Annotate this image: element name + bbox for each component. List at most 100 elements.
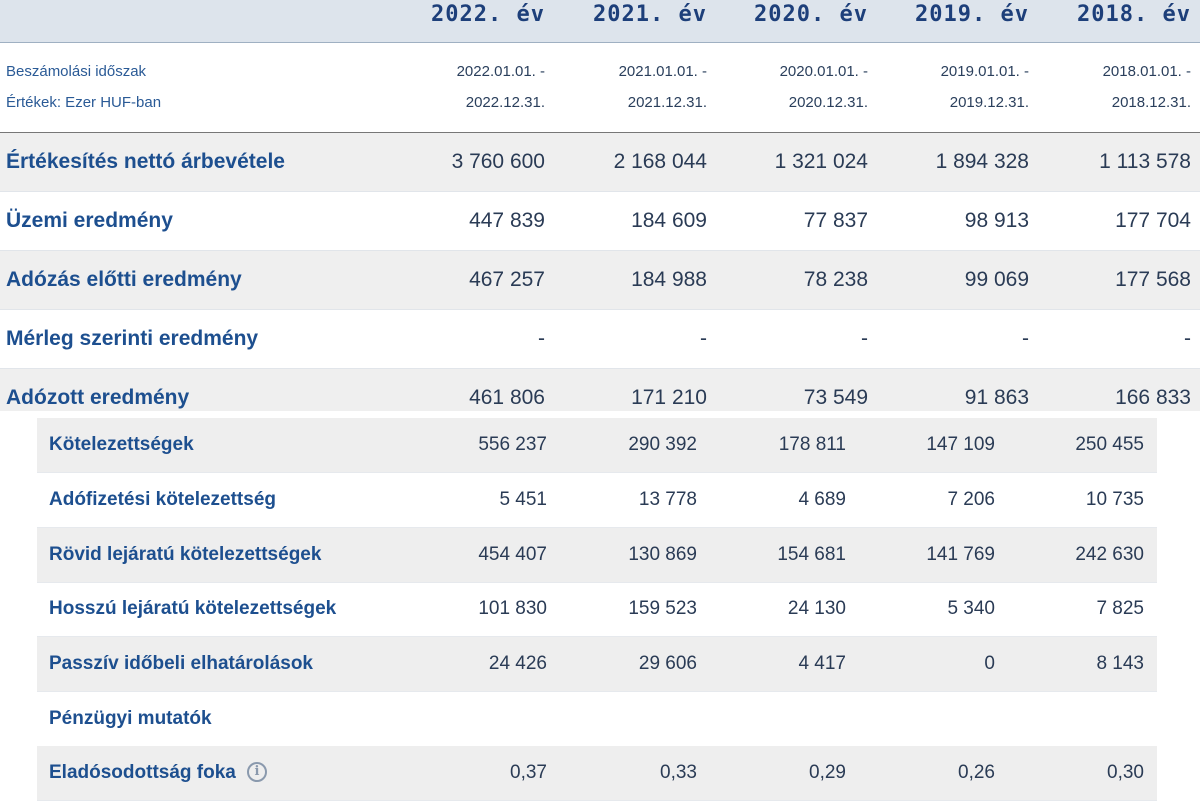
period-start-2020: 2020.01.01. - <box>779 63 868 80</box>
cell-2018: 242 630 <box>1075 544 1144 565</box>
cell-2019: - <box>1022 327 1029 350</box>
table-row: Eladósodottság foka i 0,37 0,33 0,29 0,2… <box>37 746 1157 801</box>
cell-2022: 24 426 <box>488 653 547 674</box>
row-label: Rövid lejáratú kötelezettségek <box>49 544 322 565</box>
table-row: Üzemi eredmény 447 839 184 609 77 837 98… <box>0 192 1200 251</box>
cell-2022: 5 451 <box>499 489 547 510</box>
cell-2020: 1 321 024 <box>774 150 868 173</box>
period-start-2018: 2018.01.01. - <box>1102 63 1191 80</box>
cell-2022: 467 257 <box>469 268 545 291</box>
cell-2021: 130 869 <box>628 544 697 565</box>
cell-2019: 91 863 <box>964 386 1029 409</box>
cell-2018: 0,30 <box>1107 762 1144 783</box>
table-row: Értékesítés nettó árbevétele 3 760 600 2… <box>0 133 1200 192</box>
cell-2021: - <box>700 327 707 350</box>
cell-2020: 0,29 <box>809 762 846 783</box>
period-end-2022: 2022.12.31. <box>465 94 545 111</box>
cell-2021: 0,33 <box>660 762 697 783</box>
year-2018: 2018. év <box>1077 2 1191 27</box>
cell-2022: - <box>538 327 545 350</box>
row-label: Adófizetési kötelezettség <box>49 489 276 510</box>
cell-2018: 1 113 578 <box>1099 150 1191 173</box>
table-row: Rövid lejáratú kötelezettségek 454 407 1… <box>37 528 1157 583</box>
units-label: Értékek: Ezer HUF-ban <box>6 94 162 111</box>
liabilities-card: Kötelezettségek 556 237 290 392 178 811 … <box>0 411 1200 801</box>
cell-2018: 250 455 <box>1075 434 1144 455</box>
period-start-2022: 2022.01.01. - <box>456 63 545 80</box>
table-row: Adózás előtti eredmény 467 257 184 988 7… <box>0 251 1200 310</box>
section-heading-row: Pénzügyi mutatók <box>37 692 1157 747</box>
period-end-2020: 2020.12.31. <box>788 94 868 111</box>
cell-2021: 29 606 <box>638 653 697 674</box>
cell-2020: 4 417 <box>798 653 846 674</box>
table-row: Hosszú lejáratú kötelezettségek 101 830 … <box>37 582 1157 637</box>
cell-2020: 4 689 <box>798 489 846 510</box>
cell-2022: 447 839 <box>469 209 545 232</box>
row-label: Kötelezettségek <box>49 434 194 455</box>
cell-2020: 73 549 <box>803 386 868 409</box>
row-label: Adózott eredmény <box>6 386 190 409</box>
row-label: Eladósodottság foka <box>49 762 236 783</box>
cell-2022: 0,37 <box>510 762 547 783</box>
cell-2019: 0,26 <box>958 762 995 783</box>
cell-2021: 184 988 <box>631 268 707 291</box>
cell-2019: 7 206 <box>947 489 995 510</box>
cell-2021: 184 609 <box>631 209 707 232</box>
cell-2018: 177 568 <box>1115 268 1191 291</box>
row-label: Üzemi eredmény <box>6 209 173 232</box>
cell-2020: 78 238 <box>803 268 868 291</box>
year-2020: 2020. év <box>754 2 868 27</box>
year-2022: 2022. év <box>431 2 545 27</box>
period-end-2021: 2021.12.31. <box>627 94 707 111</box>
table-row: Adófizetési kötelezettség 5 451 13 778 4… <box>37 473 1157 528</box>
cell-2018: 7 825 <box>1096 598 1144 619</box>
cell-2020: 178 811 <box>778 434 846 455</box>
table-row: Mérleg szerinti eredmény - - - - - <box>0 310 1200 369</box>
row-label: Hosszú lejáratú kötelezettségek <box>49 598 337 619</box>
cell-2022: 3 760 600 <box>451 150 545 173</box>
cell-2018: - <box>1184 327 1191 350</box>
cell-2022: 454 407 <box>478 544 547 565</box>
cell-2018: 166 833 <box>1115 386 1191 409</box>
cell-2019: 147 109 <box>926 434 995 455</box>
cell-2020: 24 130 <box>787 598 846 619</box>
cell-2022: 101 830 <box>478 598 547 619</box>
year-2021: 2021. év <box>593 2 707 27</box>
cell-2022: 556 237 <box>478 434 547 455</box>
cell-2019: 0 <box>984 653 995 674</box>
period-start-2019: 2019.01.01. - <box>940 63 1029 80</box>
cell-2022: 461 806 <box>469 386 545 409</box>
period-end-2019: 2019.12.31. <box>949 94 1029 111</box>
row-label: Mérleg szerinti eredmény <box>6 327 259 350</box>
cell-2021: 171 210 <box>631 386 707 409</box>
period-label: Beszámolási időszak <box>6 63 147 80</box>
table-row: Kötelezettségek 556 237 290 392 178 811 … <box>37 418 1157 473</box>
cell-2020: 154 681 <box>777 544 846 565</box>
cell-2018: 10 735 <box>1085 489 1144 510</box>
cell-2021: 159 523 <box>628 598 697 619</box>
cell-2021: 290 392 <box>628 434 697 455</box>
period-start-2021: 2021.01.01. - <box>618 63 707 80</box>
cell-2019: 5 340 <box>947 598 995 619</box>
cell-2021: 13 778 <box>638 489 697 510</box>
cell-2019: 98 913 <box>964 209 1029 232</box>
cell-2018: 177 704 <box>1115 209 1191 232</box>
cell-2020: - <box>861 327 868 350</box>
row-label: Értékesítés nettó árbevétele <box>6 150 285 173</box>
reporting-period-row: Beszámolási időszak Értékek: Ezer HUF-ba… <box>0 43 1200 133</box>
cell-2019: 99 069 <box>964 268 1029 291</box>
table-row: Adózott eredmény 461 806 171 210 73 549 … <box>0 369 1200 413</box>
year-2019: 2019. év <box>915 2 1029 27</box>
cell-2018: 8 143 <box>1096 653 1144 674</box>
cell-2019: 1 894 328 <box>935 150 1029 173</box>
cell-2021: 2 168 044 <box>613 150 707 173</box>
cell-2020: 77 837 <box>803 209 868 232</box>
period-end-2018: 2018.12.31. <box>1111 94 1191 111</box>
section-heading: Pénzügyi mutatók <box>49 708 212 729</box>
info-icon[interactable]: i <box>247 762 267 782</box>
table-row: Passzív időbeli elhatárolások 24 426 29 … <box>37 637 1157 692</box>
row-label: Passzív időbeli elhatárolások <box>49 653 313 674</box>
row-label: Adózás előtti eredmény <box>6 268 242 291</box>
cell-2019: 141 769 <box>926 544 995 565</box>
year-header-row: 2022. év 2021. év 2020. év 2019. év 2018… <box>0 0 1200 43</box>
